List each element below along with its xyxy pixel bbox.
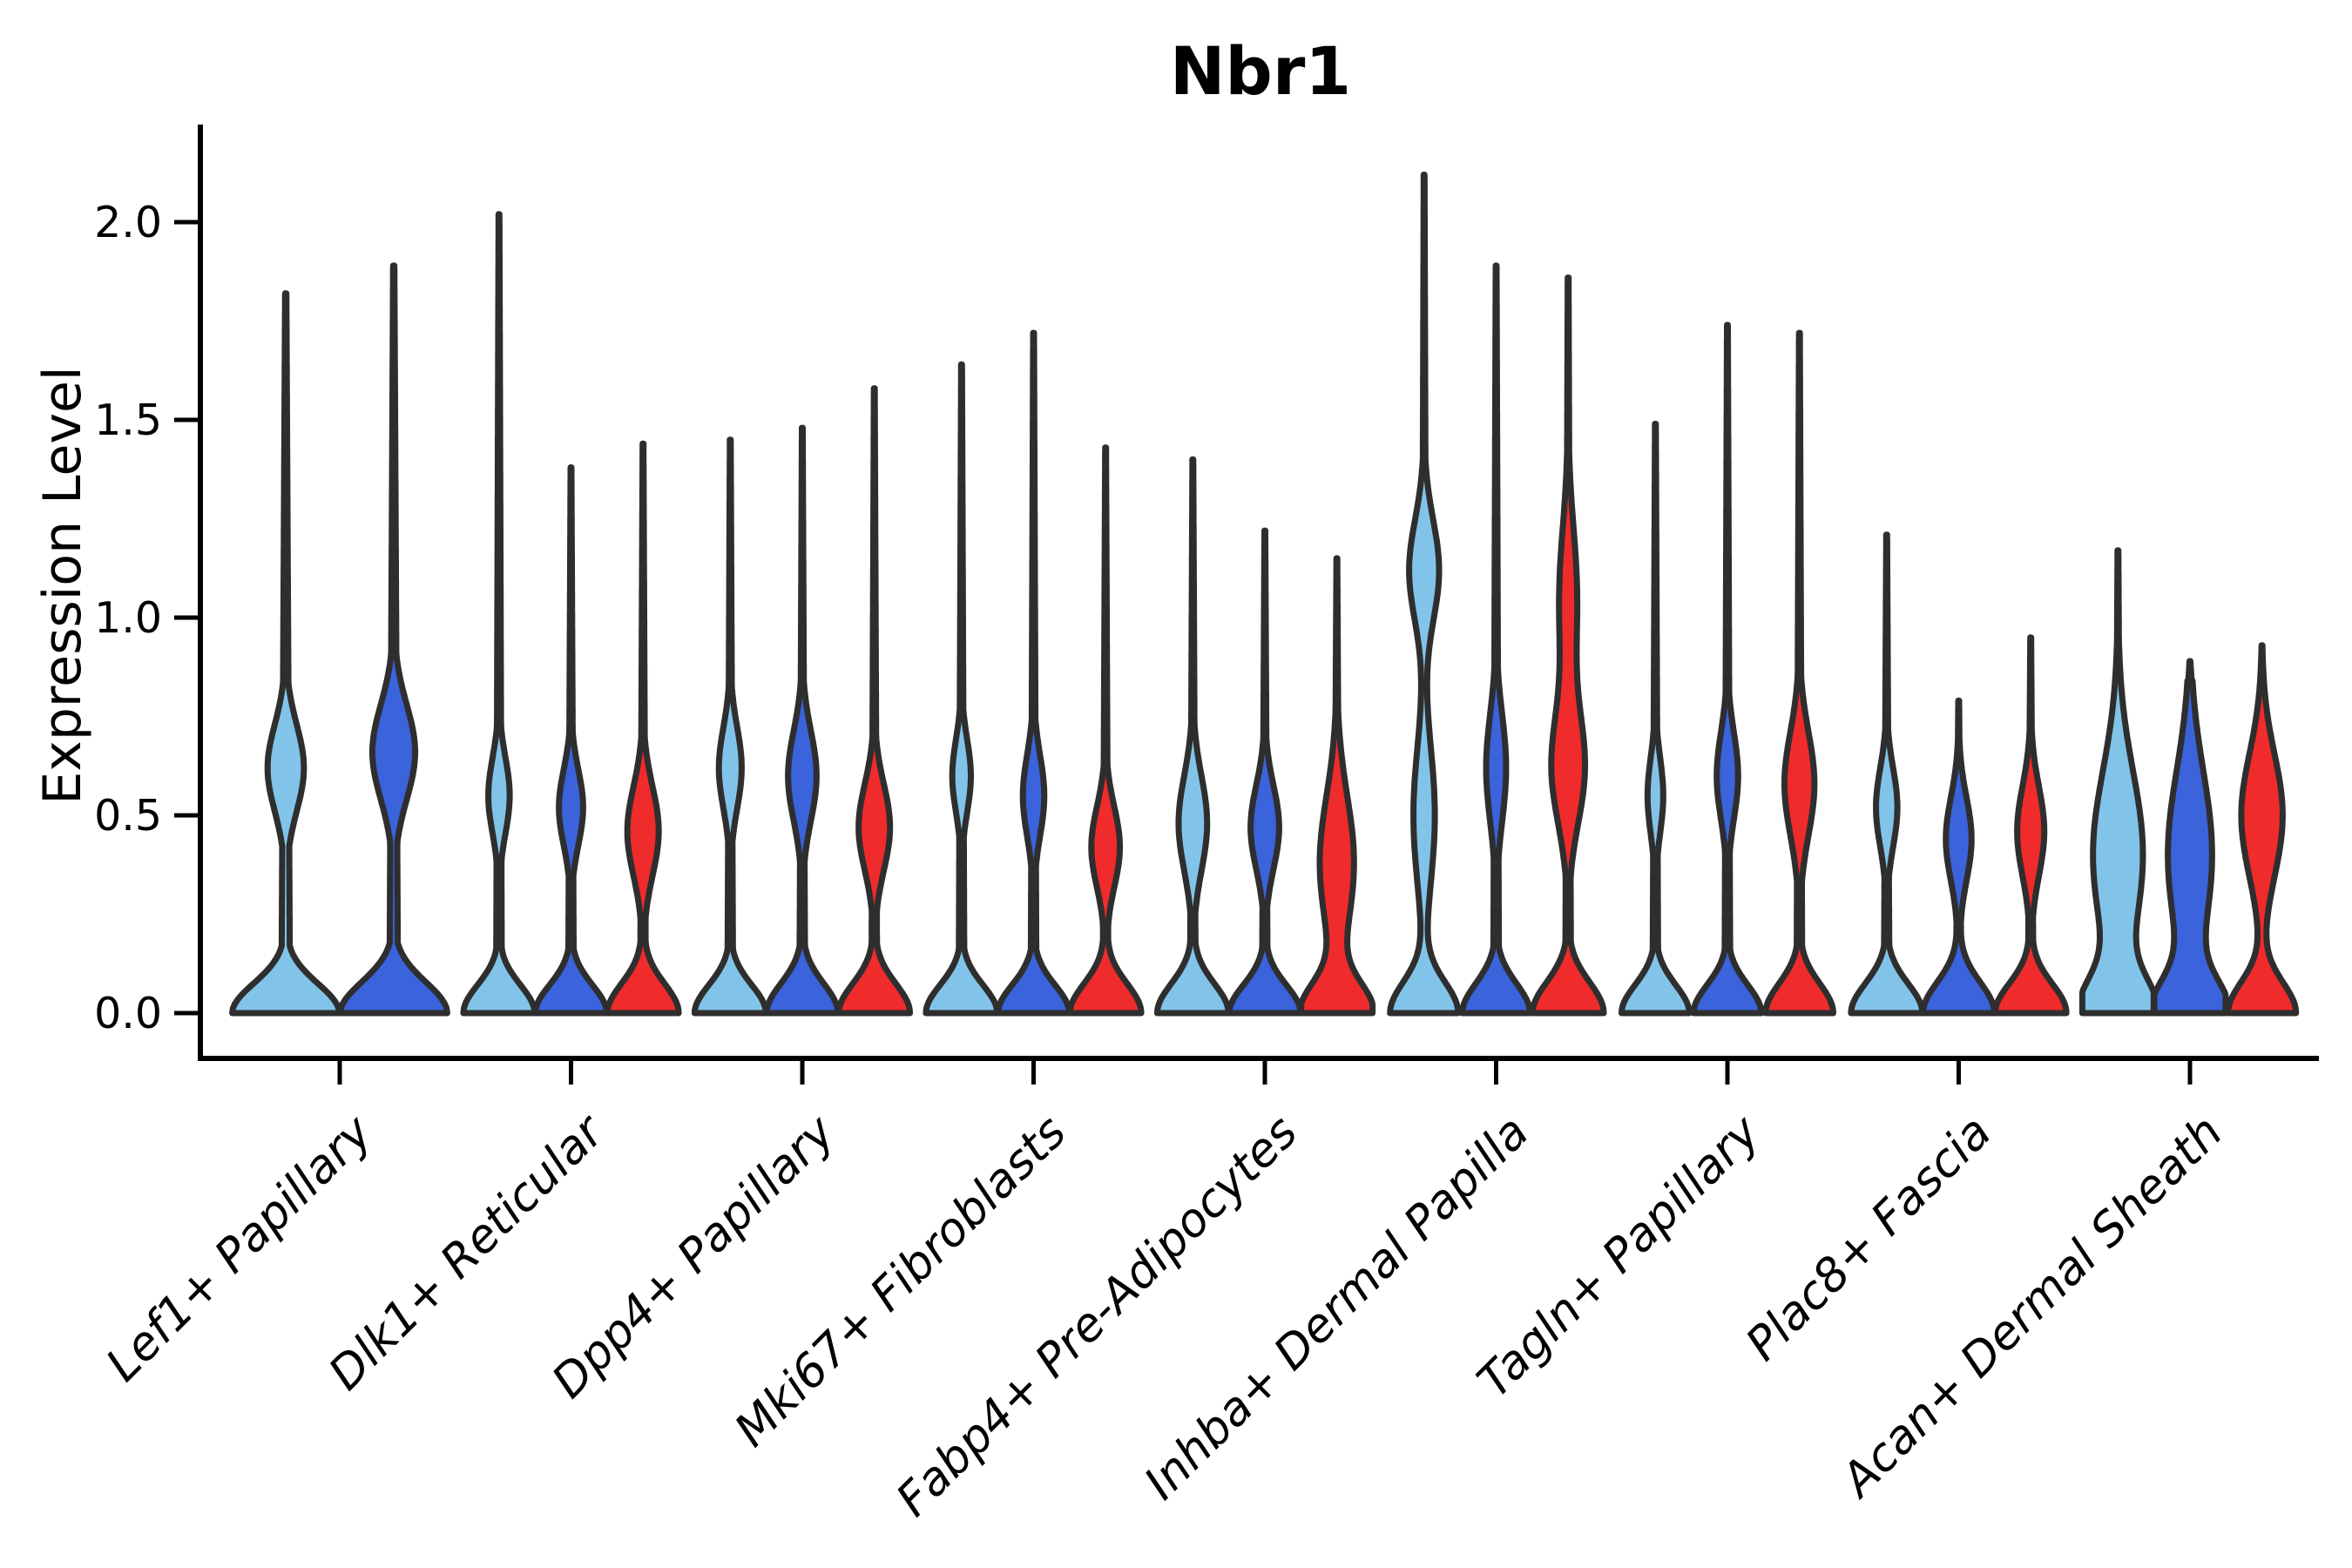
y-tick-label-2.0: 2.0 <box>94 198 162 247</box>
violin-lef1-papillary-dark_blue <box>337 262 450 1017</box>
x-tick-label-plac8-fascia: Plac8+ Fascia <box>1736 1105 2002 1371</box>
violin-acan-dermal-sheath-light_blue <box>2078 547 2157 1017</box>
violin-mki67-fibroblasts-red <box>1066 444 1145 1017</box>
violin-fabp4-pre-adipocytes-dark_blue <box>1226 527 1304 1017</box>
violin-dlk1-reticular-red <box>604 440 682 1017</box>
violin-series <box>229 172 2300 1017</box>
violin-tagln-papillary-dark_blue <box>1690 321 1765 1017</box>
x-tick-label-inhba-dermal-papilla: Inhba+ Dermal Papilla <box>1134 1105 1538 1510</box>
violin-inhba-dermal-papilla-dark_blue <box>1459 262 1533 1017</box>
violin-dpp4-papillary-light_blue <box>691 436 769 1017</box>
axes <box>174 125 2319 1085</box>
violin-dlk1-reticular-dark_blue <box>532 464 610 1017</box>
violin-tagln-papillary-light_blue <box>1619 421 1693 1017</box>
y-tick-label-0.0: 0.0 <box>94 989 162 1038</box>
violin-dlk1-reticular-light_blue <box>460 211 538 1017</box>
violin-mki67-fibroblasts-light_blue <box>923 361 1001 1017</box>
violin-fabp4-pre-adipocytes-red <box>1298 555 1376 1017</box>
chart-title: Nbr1 <box>1170 32 1351 110</box>
x-tick-label-acan-dermal-sheath: Acan+ Dermal Sheath <box>1830 1105 2234 1509</box>
violin-mki67-fibroblasts-dark_blue <box>995 329 1072 1017</box>
violin-acan-dermal-sheath-red <box>2225 642 2300 1017</box>
violin-fabp4-pre-adipocytes-light_blue <box>1153 456 1232 1017</box>
violin-plac8-fascia-light_blue <box>1848 531 1926 1017</box>
violin-plac8-fascia-dark_blue <box>1920 697 1997 1017</box>
y-tick-label-1.5: 1.5 <box>94 395 162 445</box>
violin-acan-dermal-sheath-dark_blue <box>2151 658 2229 1017</box>
y-tick-label-0.5: 0.5 <box>94 791 162 841</box>
violin-plac8-fascia-red <box>1991 634 2070 1017</box>
violin-lef1-papillary-light_blue <box>229 290 342 1017</box>
violin-dpp4-papillary-red <box>835 385 914 1017</box>
violin-inhba-dermal-papilla-red <box>1529 274 1607 1017</box>
y-axis-label: Expression Level <box>32 366 93 804</box>
x-tick-label-fabp4-pre-adipocytes: Fabp4+ Pre-Adipocytes <box>887 1105 1308 1527</box>
violin-tagln-papillary-red <box>1762 329 1836 1017</box>
violin-inhba-dermal-papilla-light_blue <box>1387 172 1462 1017</box>
y-tick-labels: 0.0 0.5 1.0 1.5 2.0 <box>94 198 162 1038</box>
violin-dpp4-papillary-dark_blue <box>763 424 841 1017</box>
y-tick-label-1.0: 1.0 <box>94 593 162 643</box>
